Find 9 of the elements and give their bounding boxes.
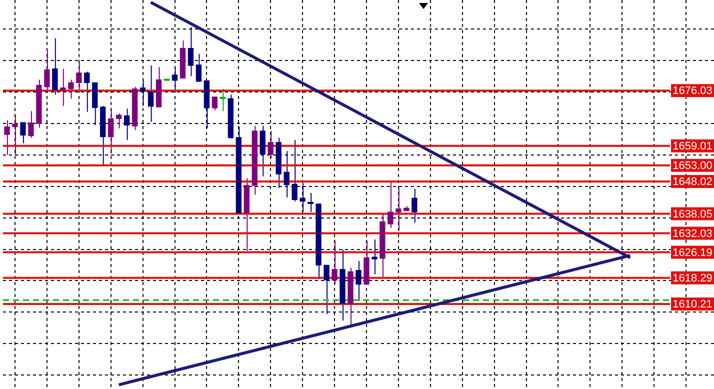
ref-line-label: 1653.00 <box>672 160 712 172</box>
ref-line-label: 1610.21 <box>672 298 712 311</box>
ref-line-label: 1638.05 <box>672 208 712 220</box>
ref-line-label: 1626.19 <box>672 246 712 259</box>
ref-line-label: 1632.03 <box>672 228 712 240</box>
ref-line-label: 1618.29 <box>672 272 712 284</box>
ref-line-label: 1648.02 <box>672 176 712 188</box>
ref-line-label: 1676.03 <box>672 85 712 98</box>
ref-line-label: 1659.01 <box>672 140 712 152</box>
